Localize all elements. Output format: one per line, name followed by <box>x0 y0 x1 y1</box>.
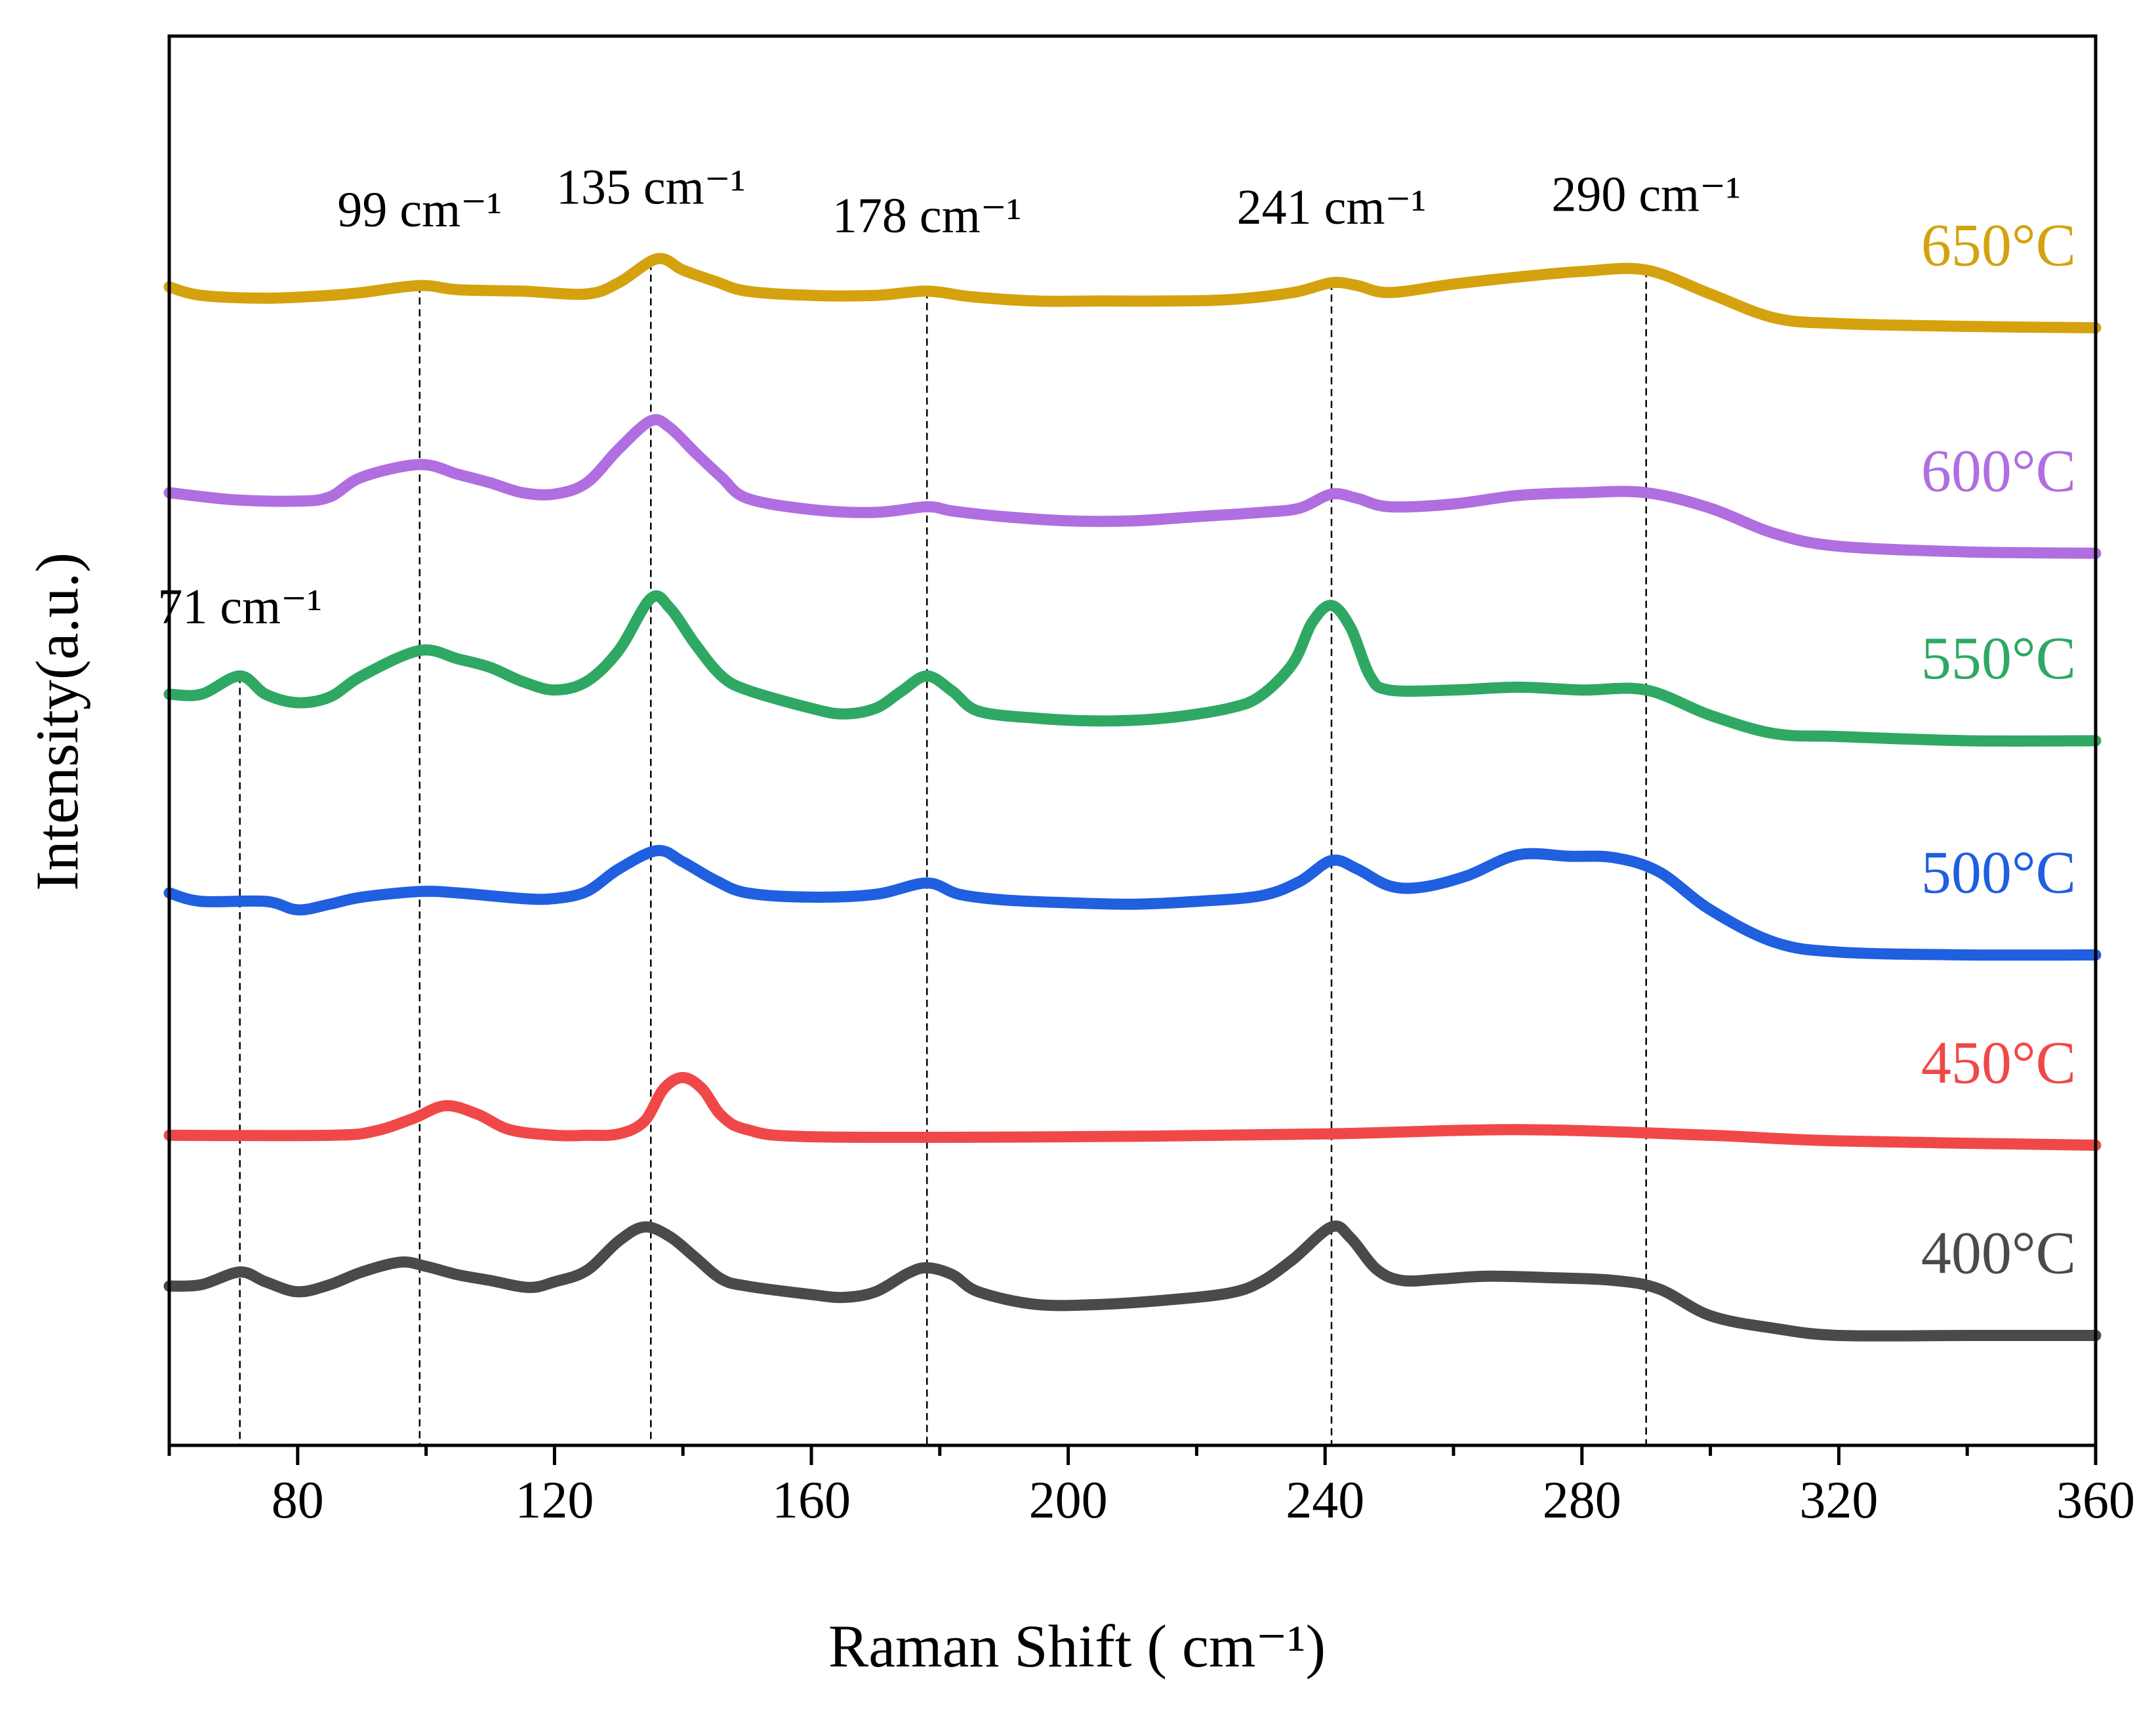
series-labels: 400°C 450°C 500°C 550°C 600°C 650°C <box>1921 212 2076 1287</box>
peak-labels: 71 cm⁻¹ 99 cm⁻¹ 135 cm⁻¹ 178 cm⁻¹ 241 cm⁻¹ 29… <box>157 159 1741 634</box>
x-tick-label: 240 <box>1286 1472 1364 1529</box>
x-tick-label: 200 <box>1029 1472 1108 1529</box>
x-tick-label: 280 <box>1543 1472 1621 1529</box>
series-line-650 <box>163 253 2102 334</box>
x-tick-label: 160 <box>772 1472 851 1529</box>
series-label-550: 550°C <box>1921 625 2076 692</box>
y-axis-title: Intensity(a.u.) <box>24 552 91 891</box>
x-tick-label: 80 <box>272 1472 324 1529</box>
series-lines <box>163 253 2102 1342</box>
peak-label: 241 cm⁻¹ <box>1237 180 1427 235</box>
plot-frame <box>167 34 2098 1447</box>
peak-label: 178 cm⁻¹ <box>832 188 1022 243</box>
series-line-450 <box>163 1071 2102 1151</box>
peak-label: 99 cm⁻¹ <box>337 182 502 238</box>
peak-label: 135 cm⁻¹ <box>556 159 746 215</box>
x-axis-ticks: 80 120 160 200 240 280 320 360 <box>167 1445 2135 1529</box>
series-label-600: 600°C <box>1921 437 2076 504</box>
peak-label: 290 cm⁻¹ <box>1551 167 1741 222</box>
x-tick-label: 120 <box>515 1472 594 1529</box>
series-line-550 <box>163 590 2102 747</box>
x-tick-label: 320 <box>1799 1472 1878 1529</box>
series-label-400: 400°C <box>1921 1219 2076 1286</box>
x-tick-label: 360 <box>2056 1472 2135 1529</box>
x-axis-title: Raman Shift ( cm⁻¹) <box>828 1613 1326 1680</box>
peak-label: 71 cm⁻¹ <box>157 579 322 634</box>
series-line-600 <box>163 414 2102 559</box>
series-line-500 <box>163 844 2102 961</box>
series-label-650: 650°C <box>1921 212 2076 279</box>
series-label-450: 450°C <box>1921 1029 2076 1096</box>
series-line-400 <box>163 1220 2102 1342</box>
series-label-500: 500°C <box>1921 838 2076 905</box>
